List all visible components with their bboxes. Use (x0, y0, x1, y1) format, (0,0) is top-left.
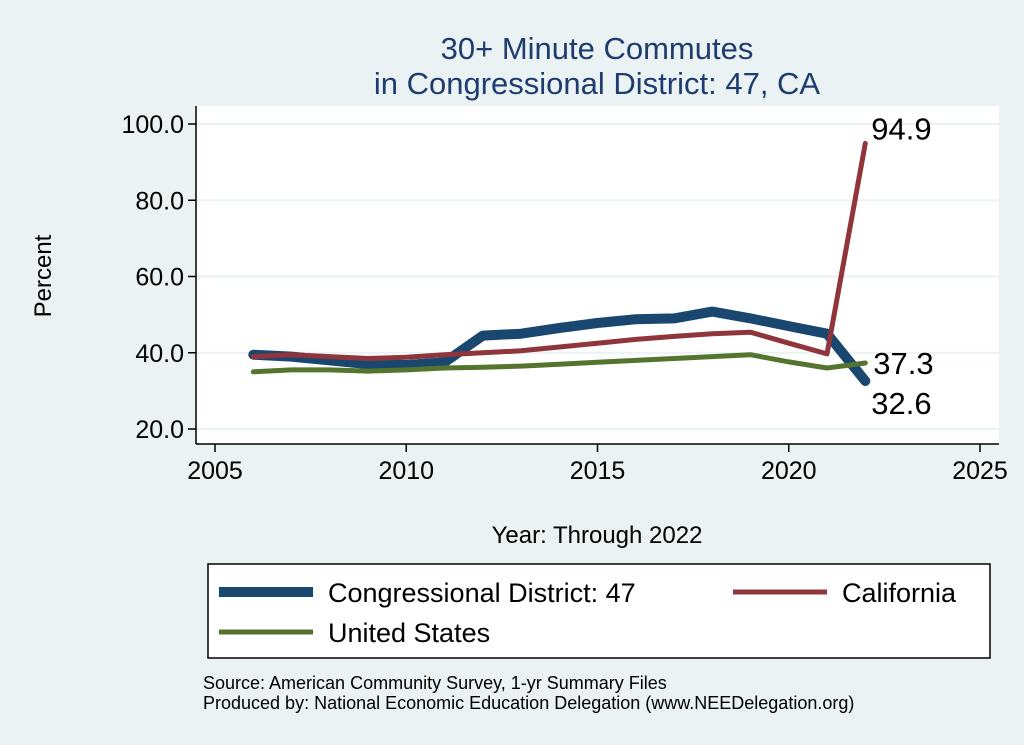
y-tick-label: 20.0 (135, 416, 184, 444)
legend-box (207, 563, 991, 659)
legend: Congressional District: 47 California Unit… (219, 578, 957, 648)
x-tick-label: 2010 (378, 457, 434, 485)
legend-item-california: California (733, 578, 957, 608)
x-tick-label: 2020 (761, 457, 817, 485)
y-tick-label: 100.0 (121, 111, 184, 139)
legend-label: Congressional District: 47 (328, 578, 636, 608)
chart-title: 30+ Minute Commutes in Congressional Dis… (374, 31, 821, 101)
series-line-district-47 (248, 306, 871, 386)
series-line-united-states (250, 352, 868, 375)
produced-by-note: Produced by: National Economic Education… (203, 693, 854, 713)
end-label: 32.6 (871, 386, 931, 421)
legend-label: United States (328, 618, 490, 648)
legend-item-united-states: United States (219, 618, 490, 648)
plot-area (196, 106, 999, 444)
end-label: 94.9 (871, 111, 931, 146)
legend-item-district-47: Congressional District: 47 (219, 578, 636, 608)
gridlines (196, 123, 999, 430)
source-note: Source: American Community Survey, 1-yr … (203, 673, 667, 693)
chart-title-line-1: 30+ Minute Commutes (441, 31, 754, 66)
series-lines (248, 140, 871, 386)
legend-label: California (842, 578, 957, 608)
chart-title-line-2: in Congressional District: 47, CA (374, 66, 821, 101)
y-tick-label: 40.0 (135, 340, 184, 368)
x-tick-label: 2015 (570, 457, 626, 485)
x-tick-label: 2005 (187, 457, 243, 485)
x-axis-title: Year: Through 2022 (492, 522, 703, 549)
y-tick-label: 80.0 (135, 187, 184, 215)
end-label: 37.3 (873, 346, 933, 381)
x-tick-label: 2025 (952, 457, 1008, 485)
y-axis-title: Percent (30, 234, 57, 317)
axes: 20.0 40.0 60.0 80.0 100.0 2005 2010 2015 2020 202… (121, 106, 1008, 485)
end-labels: 32.6 94.9 37.3 (871, 111, 933, 421)
series-line-california (250, 140, 868, 361)
y-tick-label: 60.0 (135, 264, 184, 292)
